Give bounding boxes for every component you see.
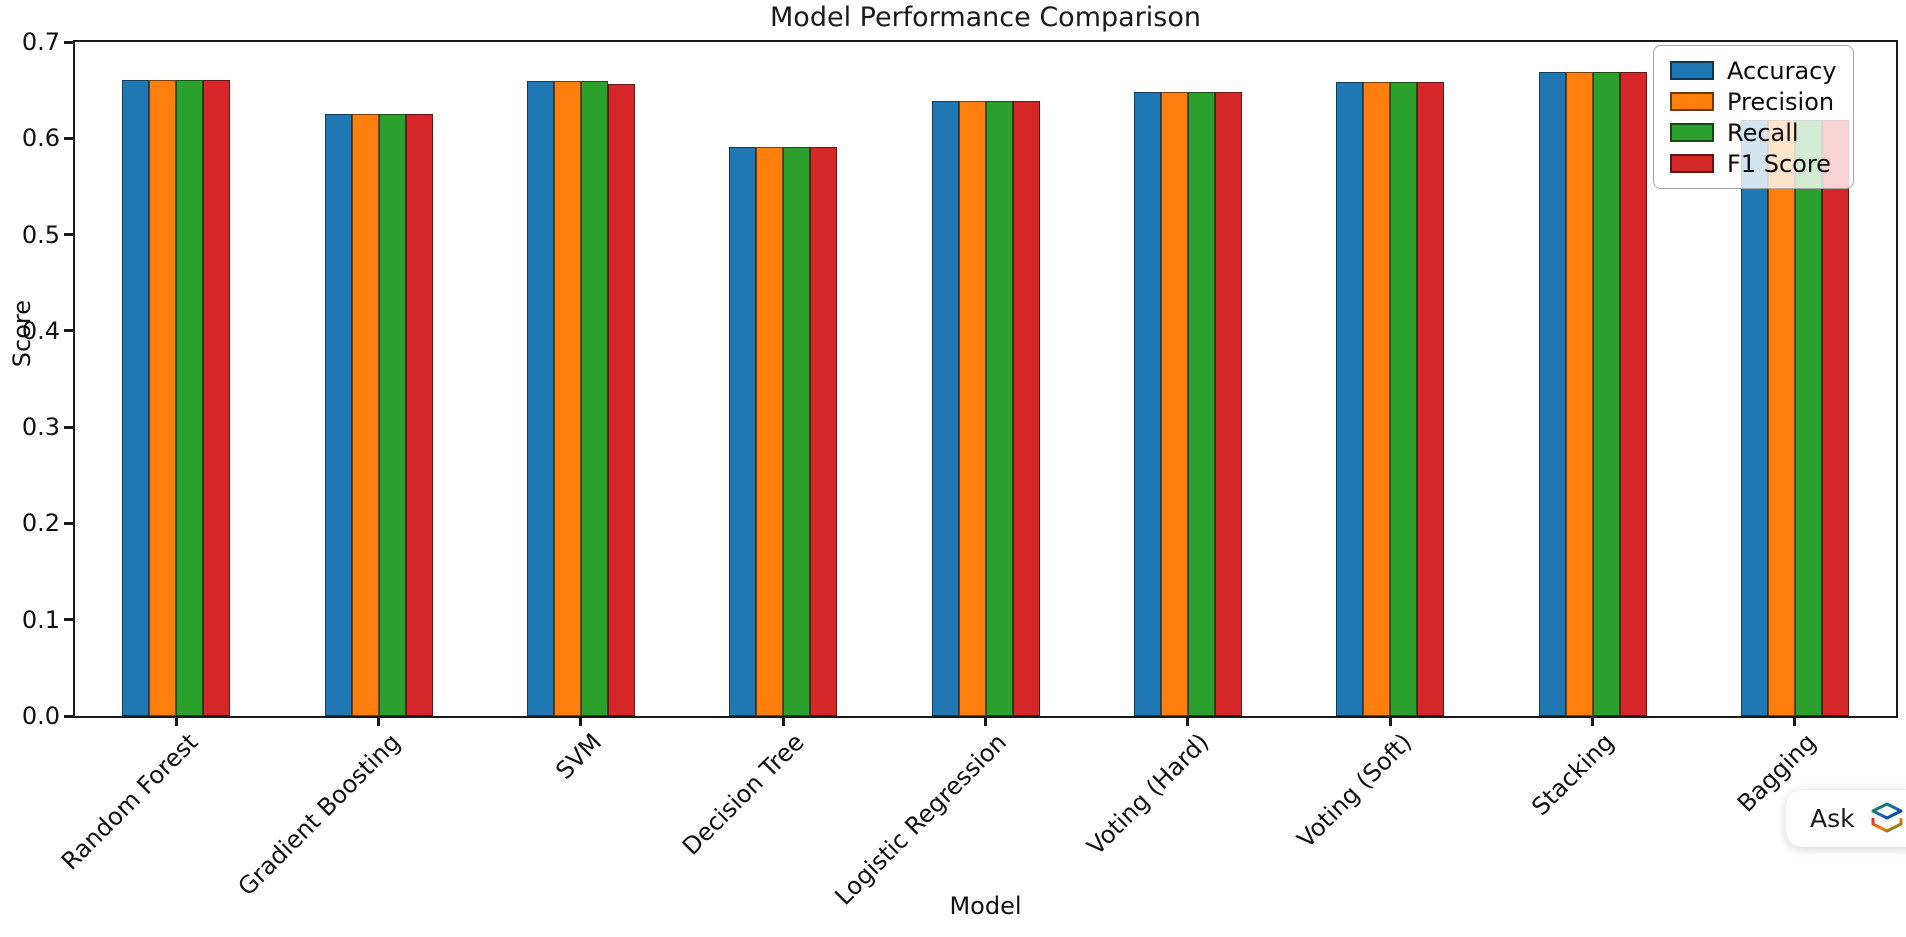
y-tick-mark — [64, 714, 74, 718]
y-tick-label: 0.0 — [21, 702, 60, 730]
bar-f1-score-decision-tree — [810, 146, 838, 716]
ask-button[interactable]: Ask — [1786, 790, 1906, 847]
bar-accuracy-voting-soft — [1336, 82, 1364, 716]
x-tick-mark — [984, 717, 987, 726]
bar-recall-random-forest — [176, 79, 204, 716]
bar-accuracy-bagging — [1740, 119, 1768, 716]
legend-item-precision: Precision — [1670, 86, 1837, 117]
bar-precision-stacking — [1565, 71, 1593, 716]
legend-label: F1 Score — [1727, 149, 1831, 178]
bar-accuracy-voting-hard — [1133, 92, 1161, 716]
y-tick-label: 0.4 — [21, 316, 60, 345]
x-tick-mark — [1793, 717, 1797, 726]
layers-logo-icon — [1871, 802, 1903, 832]
x-tick-mark — [174, 717, 178, 726]
bar-recall-decision-tree — [783, 146, 811, 716]
bar-f1-score-voting-soft — [1417, 82, 1445, 716]
bar-precision-voting-soft — [1363, 82, 1391, 716]
y-tick-mark — [64, 521, 74, 525]
chart-title: Model Performance Comparison — [770, 2, 1201, 33]
y-tick-mark — [64, 425, 74, 429]
legend-item-f1-score: F1 Score — [1670, 148, 1837, 179]
legend-swatch-f1-score — [1670, 154, 1714, 173]
bar-recall-stacking — [1592, 71, 1620, 716]
bar-precision-logistic-regression — [958, 100, 986, 716]
bar-accuracy-logistic-regression — [931, 100, 959, 716]
bar-f1-score-stacking — [1619, 71, 1647, 716]
legend-swatch-recall — [1670, 123, 1714, 142]
y-tick-label: 0.3 — [21, 413, 60, 442]
bar-f1-score-voting-hard — [1214, 92, 1242, 716]
bar-f1-score-bagging — [1821, 119, 1849, 716]
bar-recall-svm — [580, 81, 608, 716]
x-tick-mark — [1591, 717, 1594, 726]
bar-recall-bagging — [1794, 119, 1822, 716]
x-tick-mark — [1388, 717, 1392, 726]
legend-item-accuracy: Accuracy — [1670, 55, 1837, 86]
x-tick-mark — [781, 717, 785, 726]
bar-recall-gradient-boosting — [378, 114, 406, 716]
bar-f1-score-gradient-boosting — [405, 114, 433, 716]
legend-label: Precision — [1727, 87, 1835, 116]
y-tick-mark — [64, 233, 74, 237]
bar-accuracy-random-forest — [122, 79, 150, 716]
y-tick-label: 0.7 — [21, 28, 60, 56]
bar-precision-bagging — [1767, 119, 1795, 716]
bar-accuracy-decision-tree — [729, 146, 757, 716]
y-tick-mark — [64, 618, 74, 622]
bar-precision-gradient-boosting — [351, 114, 379, 716]
bar-accuracy-svm — [526, 81, 554, 716]
y-tick-mark — [64, 136, 74, 140]
y-tick-mark — [64, 40, 74, 44]
legend: Accuracy Precision Recall F1 Score — [1653, 45, 1854, 189]
legend-swatch-precision — [1670, 92, 1714, 111]
bar-f1-score-logistic-regression — [1012, 100, 1040, 716]
bar-precision-random-forest — [149, 79, 177, 716]
legend-items: Accuracy Precision Recall F1 Score — [1670, 55, 1837, 179]
y-tick-label: 0.2 — [21, 509, 60, 538]
bar-recall-logistic-regression — [985, 100, 1013, 716]
legend-swatch-accuracy — [1670, 61, 1714, 80]
bar-f1-score-random-forest — [203, 79, 231, 716]
bar-recall-voting-hard — [1187, 92, 1215, 716]
y-tick-label: 0.6 — [21, 124, 60, 153]
legend-item-recall: Recall — [1670, 117, 1837, 148]
legend-label: Recall — [1727, 118, 1799, 147]
bar-f1-score-svm — [607, 84, 635, 716]
x-axis-label: Model — [949, 892, 1022, 920]
bar-precision-decision-tree — [756, 146, 784, 716]
bar-accuracy-gradient-boosting — [324, 114, 352, 716]
ask-button-label: Ask — [1810, 804, 1855, 833]
y-tick-label: 0.5 — [21, 220, 60, 249]
x-tick-mark — [1186, 717, 1190, 726]
bar-recall-voting-soft — [1390, 82, 1418, 716]
bar-precision-svm — [553, 81, 581, 716]
y-tick-label: 0.1 — [21, 605, 60, 634]
x-tick-mark — [377, 717, 380, 726]
y-tick-mark — [64, 329, 74, 333]
x-tick-mark — [579, 717, 583, 726]
bar-precision-voting-hard — [1160, 92, 1188, 716]
legend-label: Accuracy — [1727, 56, 1837, 85]
bar-accuracy-stacking — [1538, 71, 1566, 716]
